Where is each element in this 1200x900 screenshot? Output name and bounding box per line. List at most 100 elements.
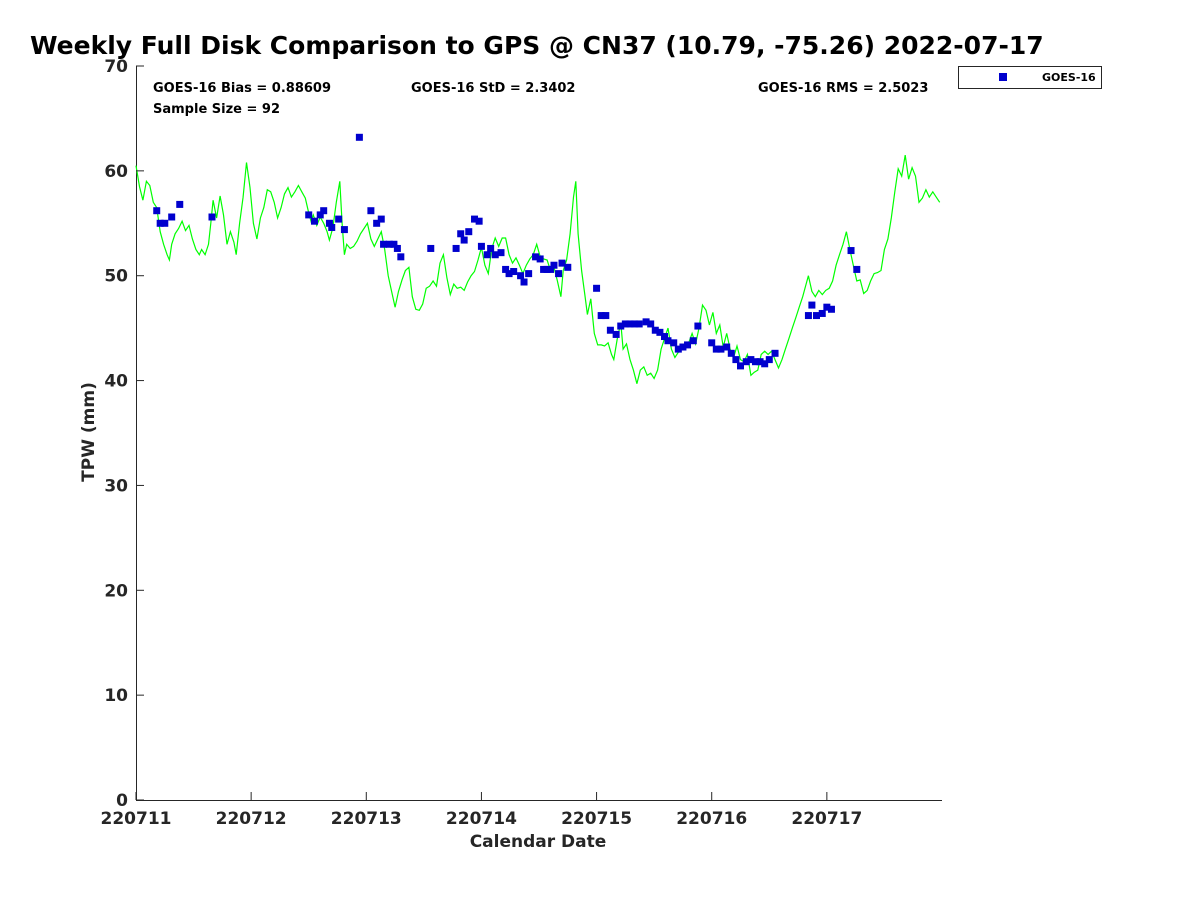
goes16-data-point <box>656 328 664 336</box>
x-tick-label: 220711 <box>101 809 172 829</box>
goes16-data-point <box>465 228 473 236</box>
goes16-data-point <box>765 356 773 364</box>
goes16-data-point <box>661 333 669 341</box>
y-tick-label: 10 <box>104 686 128 706</box>
gps-line-layer <box>135 155 941 384</box>
y-tick-label: 20 <box>104 581 128 601</box>
goes16-data-point <box>335 215 343 223</box>
goes16-data-point <box>328 223 336 231</box>
goes16-data-point <box>853 265 861 273</box>
goes16-data-point <box>161 219 169 227</box>
goes16-marker-layer <box>153 133 861 370</box>
goes16-data-point <box>176 200 184 208</box>
goes16-data-point <box>320 207 328 215</box>
goes16-data-point <box>827 305 835 313</box>
goes16-data-point <box>555 270 563 278</box>
goes16-data-point <box>520 278 528 286</box>
goes16-data-point <box>818 309 826 317</box>
goes16-data-point <box>397 253 405 261</box>
goes16-data-point <box>558 259 566 267</box>
goes16-data-point <box>310 217 318 225</box>
goes16-data-point <box>737 362 744 370</box>
goes16-data-point <box>847 247 855 255</box>
goes16-data-point <box>377 215 385 223</box>
y-tick-label: 50 <box>104 267 128 287</box>
legend-label-goes16: GOES-16 <box>1042 71 1096 84</box>
goes16-data-point <box>305 211 313 219</box>
goes16-data-point <box>536 255 544 263</box>
goes16-data-point <box>547 265 555 273</box>
goes16-data-point <box>617 322 625 330</box>
goes16-data-point <box>756 358 764 366</box>
goes16-data-point <box>597 312 605 320</box>
goes16-data-point <box>460 236 468 244</box>
goes16-data-point <box>761 360 769 368</box>
goes16-data-point <box>427 244 435 252</box>
goes16-data-point <box>208 213 216 221</box>
goes16-data-point <box>717 345 725 353</box>
goes16-data-point <box>612 330 620 338</box>
legend-marker-goes16 <box>999 73 1007 81</box>
goes16-data-point <box>694 322 702 330</box>
goes16-data-point <box>373 219 381 227</box>
legend: GOES-16 <box>958 66 1102 89</box>
goes16-data-point <box>564 263 572 271</box>
std-stat: GOES-16 StD = 2.3402 <box>411 81 575 96</box>
goes16-data-point <box>812 312 820 320</box>
goes16-data-point <box>651 326 659 334</box>
goes16-data-point <box>457 230 465 238</box>
goes16-data-point <box>367 207 375 215</box>
goes16-data-point <box>168 213 176 221</box>
goes16-data-point <box>647 320 655 328</box>
bias-stat: GOES-16 Bias = 0.88609 <box>153 81 331 96</box>
goes16-data-point <box>804 312 812 320</box>
x-tick-label: 220717 <box>791 809 862 829</box>
goes16-data-point <box>390 240 398 248</box>
goes16-data-point <box>621 320 629 328</box>
chart-title: Weekly Full Disk Comparison to GPS @ CN3… <box>30 31 1044 60</box>
goes16-data-point <box>355 133 363 141</box>
sample-size-stat: Sample Size = 92 <box>153 102 280 117</box>
goes16-data-point <box>550 261 558 269</box>
goes16-data-point <box>664 337 672 345</box>
legend-box <box>958 66 1102 89</box>
axes-frame <box>136 66 942 800</box>
goes16-data-point <box>510 268 518 276</box>
gps-series-line <box>135 155 941 384</box>
x-tick-label: 220713 <box>331 809 402 829</box>
goes16-data-point <box>727 349 735 357</box>
goes16-data-point <box>602 312 610 320</box>
goes16-data-point <box>475 217 483 225</box>
goes16-data-point <box>808 301 816 309</box>
goes16-data-point <box>385 240 393 248</box>
y-tick-label: 60 <box>104 162 128 182</box>
x-tick-label: 220714 <box>446 809 517 829</box>
goes16-data-point <box>153 207 161 215</box>
goes16-data-point <box>742 358 750 366</box>
goes16-data-point <box>635 320 643 328</box>
y-tick-label: 70 <box>104 57 128 77</box>
goes16-data-point <box>316 211 324 219</box>
y-tick-label: 30 <box>104 476 128 496</box>
goes16-data-point <box>626 320 634 328</box>
goes16-data-point <box>497 249 505 257</box>
goes16-data-point <box>689 337 697 345</box>
goes16-data-point <box>631 320 639 328</box>
rms-stat: GOES-16 RMS = 2.5023 <box>758 81 928 96</box>
goes16-data-point <box>708 339 716 347</box>
plot-area <box>135 66 942 801</box>
goes16-data-point <box>771 349 779 357</box>
goes16-data-point <box>670 339 678 347</box>
goes16-data-point <box>679 343 687 351</box>
goes16-data-point <box>606 326 614 334</box>
goes16-data-point <box>751 358 759 366</box>
goes16-data-point <box>684 341 692 349</box>
y-tick-label: 40 <box>104 372 128 392</box>
goes16-data-point <box>517 272 525 280</box>
x-tick-label: 220712 <box>216 809 287 829</box>
goes16-data-point <box>723 343 731 351</box>
goes16-data-point <box>532 253 540 261</box>
goes16-data-point <box>340 226 348 234</box>
goes16-data-point <box>823 303 831 311</box>
